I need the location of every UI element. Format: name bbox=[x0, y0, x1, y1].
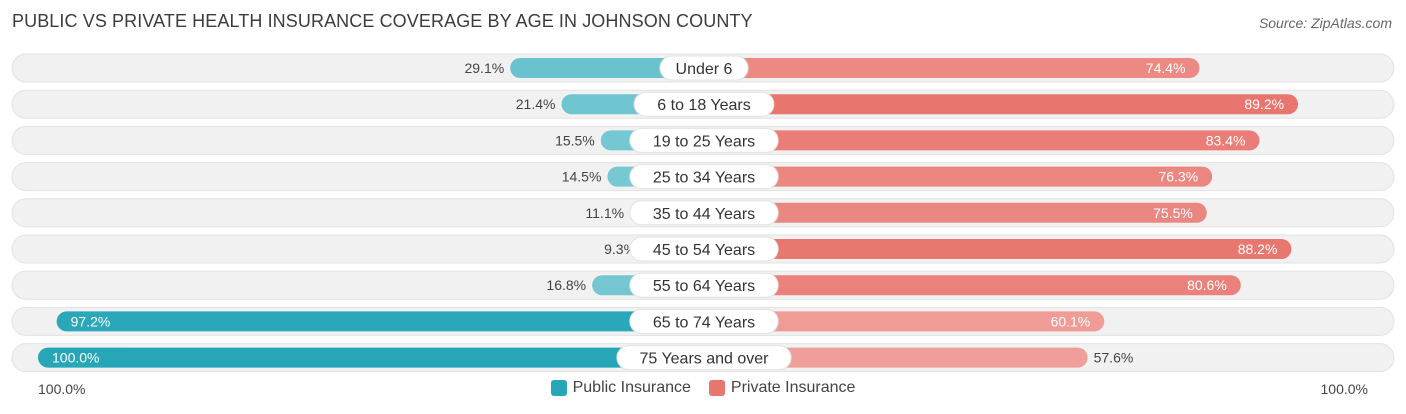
data-label-private: 88.2% bbox=[1238, 241, 1278, 257]
bar-private bbox=[704, 275, 1241, 296]
data-label-public: 11.1% bbox=[585, 205, 624, 221]
legend-swatch-public bbox=[550, 380, 567, 396]
category-pill bbox=[629, 200, 779, 226]
bar-private bbox=[704, 347, 1088, 368]
axis-left-label: 100.0% bbox=[38, 381, 86, 397]
data-label-private: 80.6% bbox=[1187, 277, 1227, 293]
legend-item-public: Public Insurance bbox=[550, 379, 691, 397]
data-label-private: 60.1% bbox=[1051, 313, 1091, 329]
category-label: 6 to 18 Years bbox=[657, 97, 750, 114]
category-label: 35 to 44 Years bbox=[653, 206, 755, 223]
data-label-private: 89.2% bbox=[1244, 96, 1284, 112]
bar-public bbox=[510, 58, 704, 78]
category-pill bbox=[629, 308, 779, 334]
category-pill bbox=[629, 127, 779, 153]
data-label-public: 15.5% bbox=[555, 132, 595, 148]
data-label-public: 100.0% bbox=[52, 350, 99, 366]
data-label-private: 76.3% bbox=[1158, 169, 1198, 185]
category-pill bbox=[633, 91, 775, 117]
data-label-public: 9.3% bbox=[604, 241, 636, 257]
data-label-public: 97.2% bbox=[71, 313, 111, 329]
chart-title: PUBLIC VS PRIVATE HEALTH INSURANCE COVER… bbox=[12, 11, 753, 31]
bar-private bbox=[704, 58, 1200, 78]
category-pill bbox=[659, 55, 749, 81]
data-label-public: 29.1% bbox=[464, 60, 504, 76]
category-label: 55 to 64 Years bbox=[653, 278, 755, 295]
category-pill bbox=[629, 164, 779, 190]
legend-swatch-private bbox=[708, 380, 725, 396]
data-label-private: 83.4% bbox=[1206, 132, 1246, 148]
bar-private bbox=[704, 202, 1207, 223]
bar-public bbox=[38, 347, 704, 368]
legend-label-private: Private Insurance bbox=[730, 379, 856, 396]
bar-private bbox=[704, 130, 1260, 151]
legend-item-private: Private Insurance bbox=[708, 379, 856, 397]
category-pill bbox=[629, 272, 779, 298]
data-label-private: 75.5% bbox=[1153, 205, 1193, 221]
category-label: 65 to 74 Years bbox=[653, 314, 755, 331]
category-label: Under 6 bbox=[676, 61, 733, 78]
category-label: 19 to 25 Years bbox=[653, 133, 755, 150]
bar-private bbox=[704, 166, 1213, 187]
data-label-private: 57.6% bbox=[1094, 350, 1134, 366]
category-label: 25 to 34 Years bbox=[653, 170, 755, 187]
category-label: 75 Years and over bbox=[640, 351, 770, 368]
data-label-public: 21.4% bbox=[516, 96, 556, 112]
data-label-public: 16.8% bbox=[546, 277, 586, 293]
axis-right-label: 100.0% bbox=[1320, 381, 1368, 397]
bar-private bbox=[704, 311, 1105, 332]
source-note: Source: ZipAtlas.com bbox=[1258, 15, 1392, 31]
category-label: 45 to 54 Years bbox=[653, 242, 755, 259]
legend: Public Insurance Private Insurance bbox=[0, 379, 1406, 397]
bar-private bbox=[704, 94, 1299, 115]
legend-label-public: Public Insurance bbox=[572, 379, 691, 396]
category-pill bbox=[629, 236, 779, 262]
bar-private bbox=[704, 239, 1292, 259]
bar-public bbox=[56, 311, 704, 332]
data-label-private: 74.4% bbox=[1146, 60, 1186, 76]
category-pill bbox=[616, 345, 792, 371]
data-label-public: 14.5% bbox=[562, 169, 602, 185]
chart-canvas: 29.1% 74.4% Under 6 21.4% 89.2% 6 to 18 Years… bbox=[11, 53, 1395, 373]
